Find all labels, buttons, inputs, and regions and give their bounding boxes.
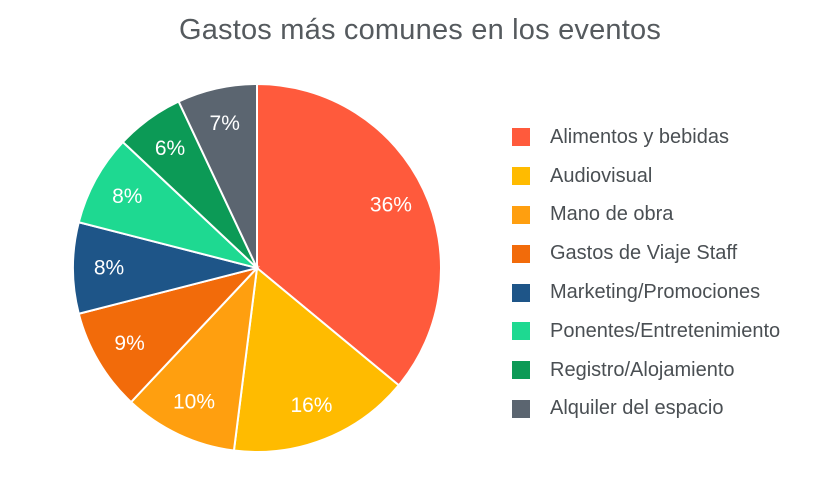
pie-slice-6 [77,140,258,269]
legend-label: Gastos de Viaje Staff [550,242,738,265]
legend-item-3: Mano de obra [512,196,832,235]
legend-item-4: Gastos de Viaje Staff [512,234,832,273]
legend-item-6: Ponentes/Entretenimiento [512,312,832,351]
legend-item-1: Alimentos y bebidas [512,118,832,157]
slice-label-3: 10% [173,390,215,413]
chart-title: Gastos más comunes en los eventos [178,14,662,46]
legend-swatch [512,205,530,224]
pie-slice-2 [232,266,401,453]
legend-label: Registro/Alojamiento [550,358,735,381]
pie-slice-8 [177,82,258,269]
legend-swatch [512,399,530,418]
slice-label-2: 16% [290,394,332,417]
slice-label-8: 7% [210,112,240,135]
legend-item-7: Registro/Alojamiento [512,351,832,390]
slice-label-4: 9% [114,332,144,355]
legend-label: Audiovisual [550,164,653,187]
slice-label-5: 8% [94,257,124,280]
slice-label-7: 6% [155,137,185,160]
legend-swatch [512,361,530,380]
legend-label: Ponentes/Entretenimiento [550,319,781,342]
pie-slice-5 [72,221,258,315]
legend-swatch [512,322,530,341]
legend-item-2: Audiovisual [512,157,832,196]
legend-item-8: Alquiler del espacio [512,390,832,429]
legend-label: Mano de obra [550,203,674,226]
legend-label: Alquiler del espacio [550,397,724,420]
pie-slice-4 [77,266,261,404]
legend: Alimentos y bebidas Audiovisual Mano de ob… [512,118,832,428]
pie-slice-1 [256,82,442,387]
legend-label: Alimentos y bebidas [550,125,729,148]
legend-item-5: Marketing/Promociones [512,273,832,312]
legend-label: Marketing/Promociones [550,281,761,304]
slice-label-1: 36% [370,193,412,216]
legend-swatch [512,244,530,263]
slice-label-6: 8% [112,185,142,208]
legend-swatch [512,128,530,147]
legend-swatch [512,283,530,302]
pie-slice-3 [129,265,259,452]
legend-swatch [512,167,530,186]
